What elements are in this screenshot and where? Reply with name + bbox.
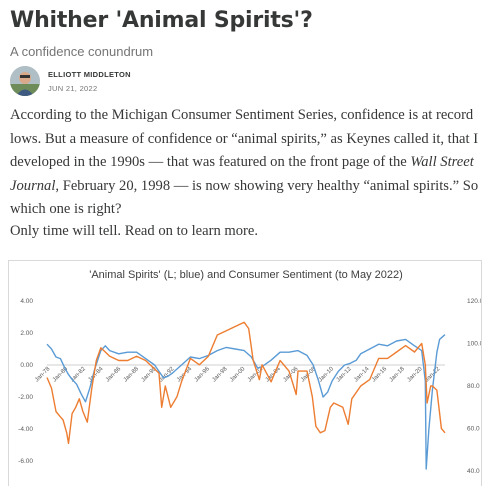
x-tick-label: Jan-18 xyxy=(389,366,407,384)
intro-text-1: According to the Michigan Consumer Senti… xyxy=(10,107,479,170)
x-tick-label: Jan-90 xyxy=(141,366,159,384)
y-right-tick: 100.0 xyxy=(467,341,482,348)
y-left-tick: -2.00 xyxy=(18,394,33,401)
intro-paragraph: According to the Michigan Consumer Senti… xyxy=(10,104,492,222)
x-tick-label: Jan-82 xyxy=(70,366,88,384)
y-left-tick: -6.00 xyxy=(18,458,33,465)
chart-title: 'Animal Spirits' (L; blue) and Consumer … xyxy=(89,269,403,281)
y-right-tick: 60.0 xyxy=(467,426,480,433)
x-tick-label: Jan-88 xyxy=(123,366,141,384)
y-left-tick: -4.00 xyxy=(18,426,33,433)
wsj-italic: Wall Street Journal xyxy=(10,154,474,194)
consumer-sentiment-line xyxy=(46,321,446,445)
x-tick-label: Jan-96 xyxy=(194,366,212,384)
x-tick-label: Jan-86 xyxy=(105,366,123,384)
x-tick-label: Jan-98 xyxy=(211,366,229,384)
y-right-tick: 40.0 xyxy=(467,468,480,475)
author-avatar[interactable] xyxy=(10,66,40,96)
y-left-tick: 2.00 xyxy=(20,330,33,337)
y-right-tick: 80.0 xyxy=(467,383,480,390)
intro-text-2: , February 20, 1998 — is now showing ver… xyxy=(10,177,479,218)
post-date: JUN 21, 2022 xyxy=(48,84,98,93)
x-tick-label: Jan-16 xyxy=(371,366,389,384)
post-title: Whither 'Animal Spirits'? xyxy=(10,8,313,33)
animal-spirits-line xyxy=(46,334,446,470)
x-tick-label: Jan-78 xyxy=(34,366,52,384)
closing-paragraph: Only time will tell. Read on to learn mo… xyxy=(10,223,259,239)
author-name[interactable]: ELLIOTT MIDDLETON xyxy=(48,70,131,79)
y-right-tick: 120.0 xyxy=(467,298,482,305)
y-left-tick: 4.00 xyxy=(20,298,33,305)
y-left-tick: 0.00 xyxy=(20,362,33,369)
x-tick-label: Jan-20 xyxy=(406,366,424,384)
x-tick-label: Jan-84 xyxy=(87,366,105,384)
animal-spirits-chart: 'Animal Spirits' (L; blue) and Consumer … xyxy=(18,269,482,475)
post-subtitle: A confidence conundrum xyxy=(10,44,154,59)
chart-image[interactable]: 'Animal Spirits' (L; blue) and Consumer … xyxy=(8,260,482,486)
x-tick-label: Jan-12 xyxy=(336,366,354,384)
x-tick-label: Jan-80 xyxy=(52,366,70,384)
x-tick-label: Jan-00 xyxy=(229,366,247,384)
